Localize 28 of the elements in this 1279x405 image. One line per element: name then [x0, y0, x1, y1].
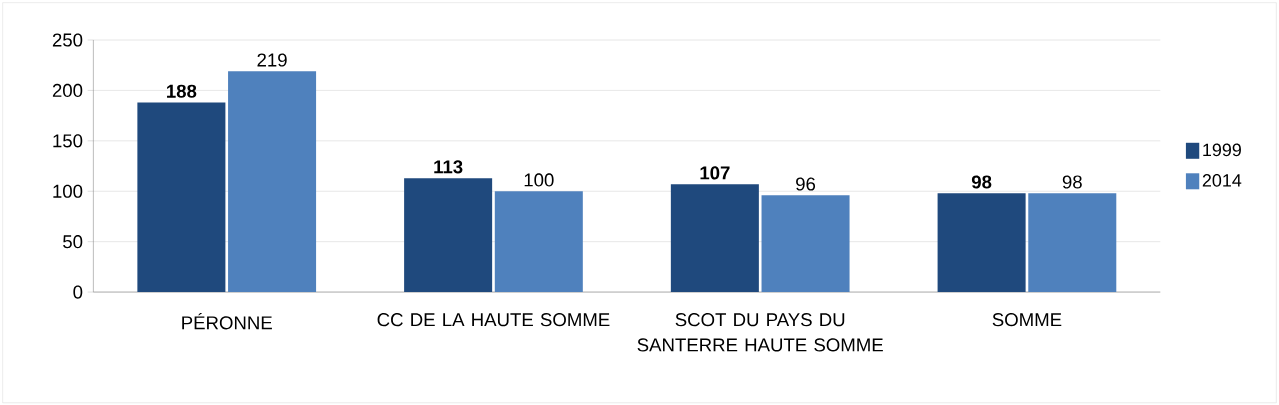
x-tick-label: PÉRONNE: [182, 312, 272, 330]
bar: [1028, 193, 1117, 292]
x-tick-label: SCOT DU PAYS DU SANTERRE HAUTE SOMME: [637, 312, 883, 352]
data-label: 107: [700, 166, 730, 180]
bar: [761, 195, 850, 292]
y-tick-label: 0: [73, 285, 83, 299]
data-label: 100: [524, 173, 554, 187]
data-label: 96: [796, 177, 816, 191]
data-label: 113: [434, 160, 463, 174]
bar: [137, 102, 226, 292]
y-tick-label: 100: [53, 184, 83, 198]
y-tick-label: 250: [52, 33, 83, 47]
y-tick-label: 150: [53, 134, 83, 148]
y-tick-label: 50: [63, 234, 83, 249]
x-tick-label: SOMME: [992, 312, 1062, 327]
bar: [670, 183, 759, 292]
data-label: 98: [971, 175, 992, 189]
bar: [494, 191, 583, 292]
bar: [404, 177, 493, 292]
y-tick-label: 200: [52, 83, 83, 97]
x-tick-label: CC DE LA HAUTE SOMME: [377, 312, 610, 327]
data-label: 188: [167, 84, 197, 98]
data-label: 98: [1062, 175, 1082, 189]
legend-label: 2014: [1202, 173, 1242, 187]
data-label: 219: [257, 53, 287, 67]
legend-label: 1999: [1203, 143, 1241, 156]
bar: [228, 71, 317, 292]
bar: [937, 193, 1026, 292]
